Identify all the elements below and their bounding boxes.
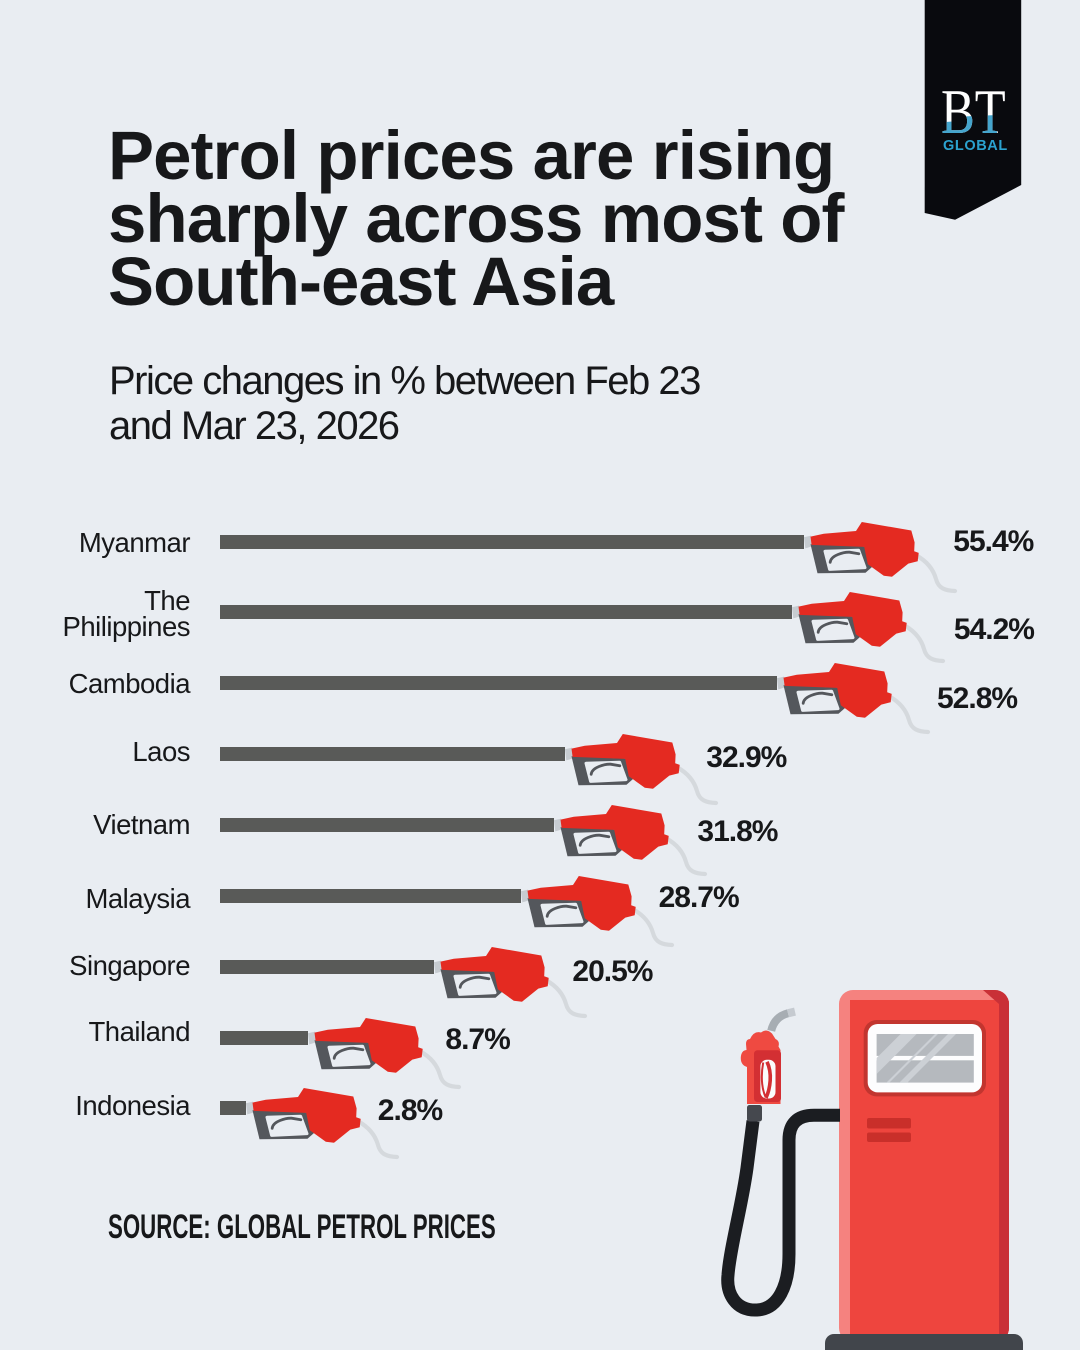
svg-text:GLOBAL: GLOBAL	[943, 138, 1008, 154]
svg-text:BT: BT	[941, 78, 1006, 148]
